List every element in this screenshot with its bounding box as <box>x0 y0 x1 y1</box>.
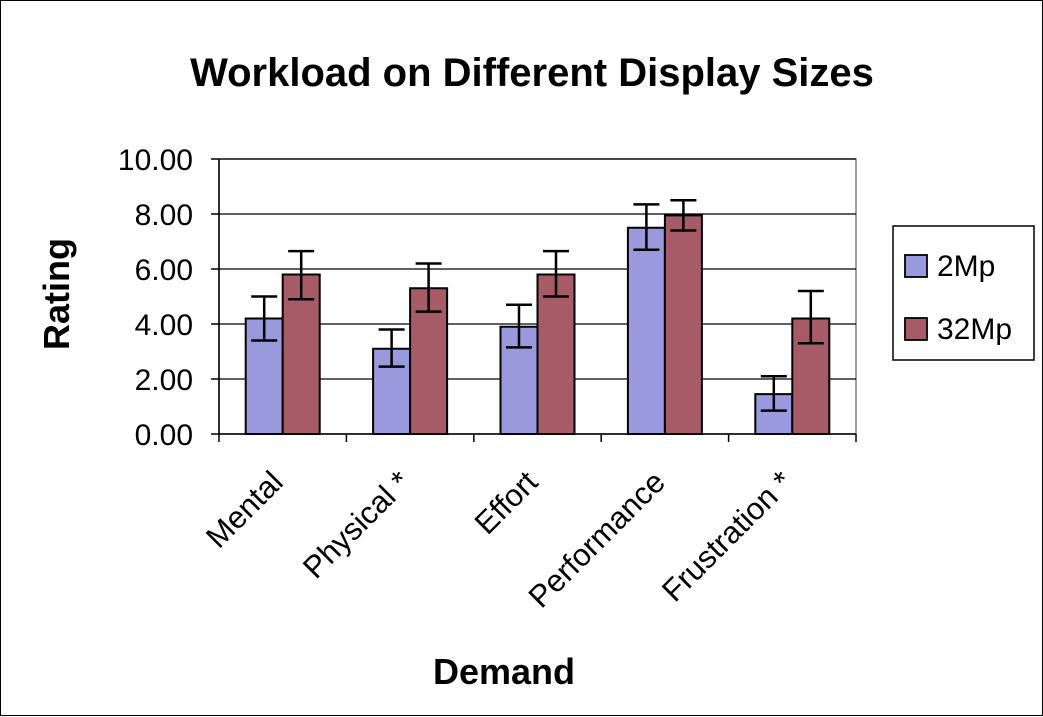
y-tick-label: 8.00 <box>135 199 193 232</box>
chart-title: Workload on Different Display Sizes <box>190 51 874 95</box>
legend: 2Mp 32Mp <box>892 225 1035 361</box>
bar-32mp <box>663 214 703 435</box>
x-category-label: Frustration * <box>655 464 799 608</box>
bar-32mp <box>536 273 576 435</box>
y-tick-label: 4.00 <box>135 309 193 342</box>
legend-label-2mp: 2Mp <box>937 250 995 283</box>
legend-label-32mp: 32Mp <box>937 313 1012 346</box>
y-axis-title: Rating <box>36 238 77 350</box>
y-tick-label: 6.00 <box>135 254 193 287</box>
y-tick-label: 0.00 <box>135 419 193 452</box>
bar-32mp <box>281 273 321 435</box>
x-category-label: Performance <box>522 464 672 614</box>
y-tick-label: 2.00 <box>135 364 193 397</box>
x-category-label: Effort <box>468 464 545 541</box>
plot-area: 0.00 2.00 4.00 6.00 8.00 10.00 Mental Physical … <box>118 144 857 614</box>
x-axis-title: Demand <box>433 651 575 692</box>
x-category-label: Physical * <box>296 464 417 585</box>
x-category-label: Mental <box>199 464 290 555</box>
y-tick-label: 10.00 <box>118 144 193 177</box>
legend-swatch-2mp <box>904 254 928 278</box>
legend-swatch-32mp <box>904 317 928 341</box>
bar-2mp <box>626 226 666 435</box>
